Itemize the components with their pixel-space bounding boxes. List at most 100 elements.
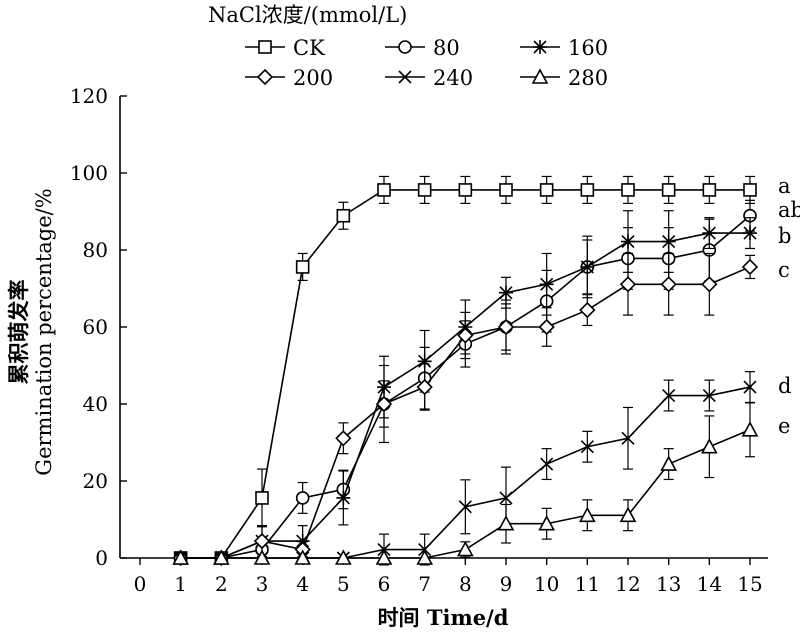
legend-label-CK: CK	[293, 36, 325, 60]
data-point-280	[334, 549, 352, 565]
data-point-160	[417, 354, 432, 369]
legend-marker-200	[256, 68, 274, 86]
data-point-280	[578, 506, 596, 523]
y-tick-label: 0	[95, 546, 108, 570]
data-point-160	[621, 234, 635, 249]
x-tick-label: 4	[296, 572, 309, 596]
data-point-280	[416, 549, 434, 565]
legend-marker-80	[398, 40, 412, 54]
legend-marker-CK	[258, 40, 272, 54]
data-point-280	[741, 421, 759, 437]
data-point-280	[619, 506, 637, 523]
significance-label-240: d	[778, 374, 791, 398]
data-point-200	[375, 395, 393, 413]
data-point-CK	[539, 183, 554, 197]
y-tick-label: 120	[70, 84, 108, 108]
data-point-160	[499, 285, 513, 300]
data-point-280	[294, 549, 312, 565]
significance-label-80: ab	[778, 198, 800, 222]
x-tick-label: 9	[500, 572, 513, 596]
x-tick-label: 3	[256, 572, 269, 596]
y-tick-label: 20	[83, 469, 108, 493]
data-point-280	[375, 549, 393, 565]
data-point-280	[497, 515, 515, 531]
data-point-280	[660, 455, 678, 471]
legend-label-280: 280	[568, 66, 608, 90]
legend: NaCl浓度/(mmol/L) CK 80 160 200 240 280	[208, 3, 608, 90]
x-tick-label: 10	[534, 572, 559, 596]
legend-item-CK: CK	[245, 36, 325, 60]
data-point-160	[295, 534, 310, 549]
data-point-240	[580, 440, 594, 454]
data-point-240	[621, 431, 635, 445]
data-point-200	[497, 318, 515, 336]
data-point-160	[539, 277, 554, 292]
data-point-CK	[580, 183, 595, 197]
data-point-280	[212, 549, 230, 565]
x-axis-title: 时间 Time/d	[378, 605, 509, 630]
y-tick-label: 60	[83, 315, 108, 339]
data-point-160	[336, 490, 351, 505]
significance-label-160: b	[778, 224, 791, 248]
legend-marker-280	[531, 68, 549, 84]
data-point-200	[538, 318, 555, 336]
legend-label-200: 200	[293, 66, 333, 90]
y-tick-label: 100	[70, 161, 108, 185]
significance-label-280: e	[778, 414, 790, 438]
data-point-CK	[377, 183, 391, 197]
significance-label-200: c	[778, 258, 790, 282]
data-point-CK	[295, 260, 310, 274]
x-tick-label: 15	[737, 572, 762, 596]
data-point-160	[743, 226, 757, 241]
data-point-200	[253, 532, 271, 550]
data-point-280	[700, 438, 718, 454]
data-point-240	[743, 380, 757, 394]
data-point-160	[661, 234, 676, 249]
legend-marker-160	[533, 40, 547, 54]
y-tick-label: 40	[83, 392, 108, 416]
legend-label-80: 80	[433, 36, 460, 60]
data-point-CK	[702, 183, 717, 197]
legend-item-80: 80	[385, 36, 460, 60]
data-point-CK	[621, 183, 635, 197]
x-tick-label: 14	[697, 572, 722, 596]
series-280	[172, 402, 759, 565]
data-point-200	[660, 276, 677, 293]
x-tick-label: 6	[378, 572, 391, 596]
data-point-200	[741, 258, 759, 276]
x-tick-label: 7	[418, 572, 431, 596]
significance-label-CK: a	[778, 174, 791, 198]
y-tick-label: 80	[83, 238, 108, 262]
data-point-200	[416, 378, 433, 396]
legend-item-240: 240	[385, 66, 473, 90]
x-tick-label: 13	[656, 572, 681, 596]
data-point-200	[457, 327, 474, 344]
data-point-240	[662, 388, 676, 403]
data-point-200	[619, 276, 637, 293]
data-point-200	[579, 301, 596, 319]
data-point-CK	[458, 183, 473, 197]
data-point-280	[172, 549, 190, 565]
x-tick-label: 2	[215, 572, 228, 596]
data-point-200	[335, 430, 352, 447]
data-point-240	[702, 388, 716, 403]
x-tick-label: 11	[575, 572, 600, 596]
data-point-160	[702, 226, 717, 241]
y-axis-title-cn: 累积萌发率	[6, 280, 31, 385]
data-point-200	[701, 276, 718, 293]
data-point-CK	[499, 183, 513, 197]
legend-title: NaCl浓度/(mmol/L)	[208, 3, 407, 27]
x-tick-label: 5	[337, 572, 350, 596]
x-tick-label: 0	[134, 572, 147, 596]
legend-item-280: 280	[520, 66, 608, 90]
legend-marker-240	[398, 70, 412, 84]
legend-item-160: 160	[520, 36, 608, 60]
data-point-280	[456, 540, 474, 557]
plot-area	[172, 175, 759, 567]
x-tick-label: 1	[174, 572, 187, 596]
x-tick-label: 8	[459, 572, 472, 596]
data-point-240	[499, 491, 513, 505]
x-tick-label: 12	[615, 572, 640, 596]
